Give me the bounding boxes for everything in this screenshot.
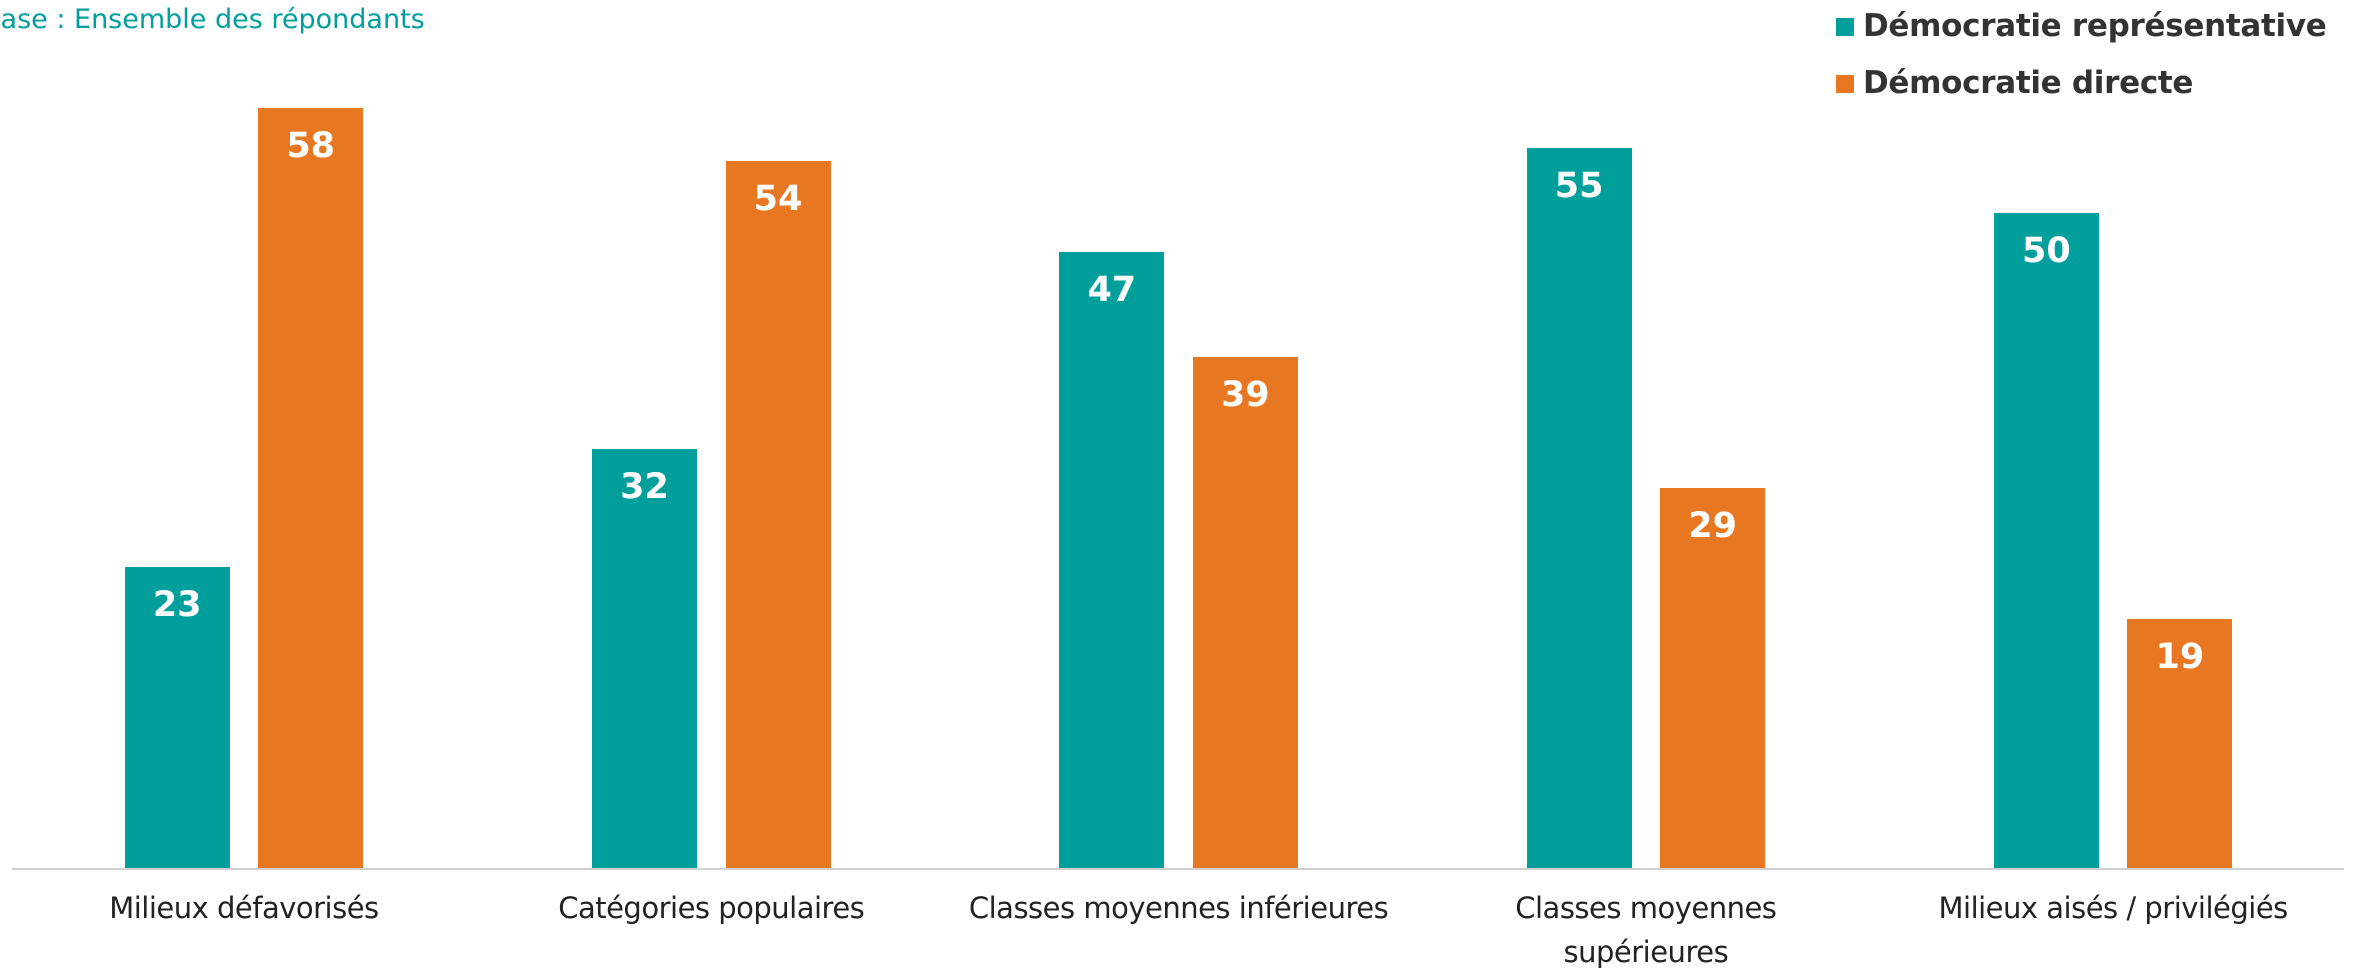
data-label: 19 (2155, 637, 2205, 678)
data-label: 29 (1688, 506, 1737, 547)
bar (1059, 252, 1165, 868)
legend-label: Démocratie représentative (1863, 8, 2327, 44)
bar (1993, 213, 2099, 868)
data-label: 54 (753, 178, 803, 219)
bar (1526, 147, 1632, 868)
legend-swatch (1836, 18, 1854, 36)
x-tick-label: Catégories populaires (558, 891, 865, 925)
legend-label: Démocratie directe (1863, 65, 2194, 101)
x-tick-label: Classes moyennes supérieures (1515, 891, 1777, 968)
data-label: 55 (1554, 165, 1604, 206)
bar (124, 566, 230, 868)
bar (592, 448, 697, 868)
data-label: 50 (2022, 231, 2071, 271)
bar (258, 108, 364, 868)
x-tick-label: Classes moyennes inférieures (968, 891, 1389, 925)
data-label: 58 (286, 126, 336, 167)
data-label: 32 (620, 466, 669, 507)
subtitle: Base : Ensemble des répondants (0, 4, 425, 35)
bar (725, 160, 831, 868)
x-axis-line (12, 868, 2344, 870)
bar (1192, 357, 1298, 868)
legend-swatch (1836, 75, 1854, 93)
bar (1660, 488, 1766, 868)
x-tick-label: Milieux aisés / privilégiés (1938, 891, 2288, 925)
data-label: 23 (152, 584, 202, 625)
data-label: 39 (1220, 375, 1270, 416)
data-label: 47 (1087, 270, 1137, 311)
x-tick-label: Milieux défavorisés (109, 891, 379, 925)
bar (2127, 619, 2233, 868)
